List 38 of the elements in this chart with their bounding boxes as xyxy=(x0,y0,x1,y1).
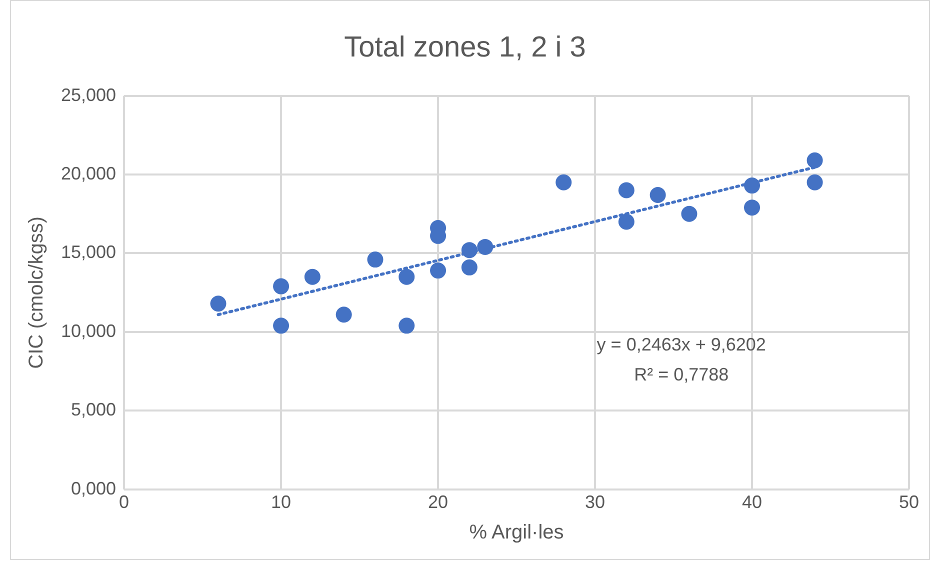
point xyxy=(336,306,352,323)
y-tick-label: 20,000 xyxy=(60,163,116,184)
point xyxy=(304,268,320,285)
point xyxy=(556,174,572,190)
point xyxy=(430,262,446,279)
point xyxy=(398,318,415,334)
x-tick-label: 0 xyxy=(119,492,130,512)
y-tick-label: 25,000 xyxy=(60,84,116,105)
point xyxy=(618,182,634,198)
point xyxy=(806,174,823,190)
y-axis-title: CIC (cmolc/kgss) xyxy=(26,216,48,369)
point xyxy=(461,242,478,258)
x-tick-label: 20 xyxy=(428,492,448,512)
point xyxy=(650,186,666,203)
y-tick-label: 0,000 xyxy=(71,478,116,498)
x-tick-label: 10 xyxy=(271,492,292,512)
point xyxy=(273,318,290,334)
point xyxy=(806,152,823,168)
chart-title: Total zones 1, 2 i 3 xyxy=(344,31,586,64)
x-tick-label: 30 xyxy=(585,492,606,512)
point xyxy=(398,268,415,285)
point xyxy=(681,206,698,222)
y-tick-label: 5,000 xyxy=(71,400,116,420)
x-axis-title: % Argil·les xyxy=(469,522,564,544)
annotation: R² = 0,7788 xyxy=(634,364,729,385)
x-tick-label: 50 xyxy=(898,492,920,512)
point xyxy=(744,178,760,194)
y-tick-label: 10,000 xyxy=(60,320,116,341)
point xyxy=(210,296,226,312)
point xyxy=(744,200,760,216)
point xyxy=(367,252,384,268)
annotation: y = 0,2463x + 9,6202 xyxy=(596,334,766,355)
point xyxy=(618,214,634,230)
point xyxy=(477,238,494,255)
y-tick-label: 15,000 xyxy=(60,242,116,262)
point xyxy=(461,259,478,276)
x-tick-label: 40 xyxy=(742,492,762,512)
point xyxy=(273,278,290,294)
